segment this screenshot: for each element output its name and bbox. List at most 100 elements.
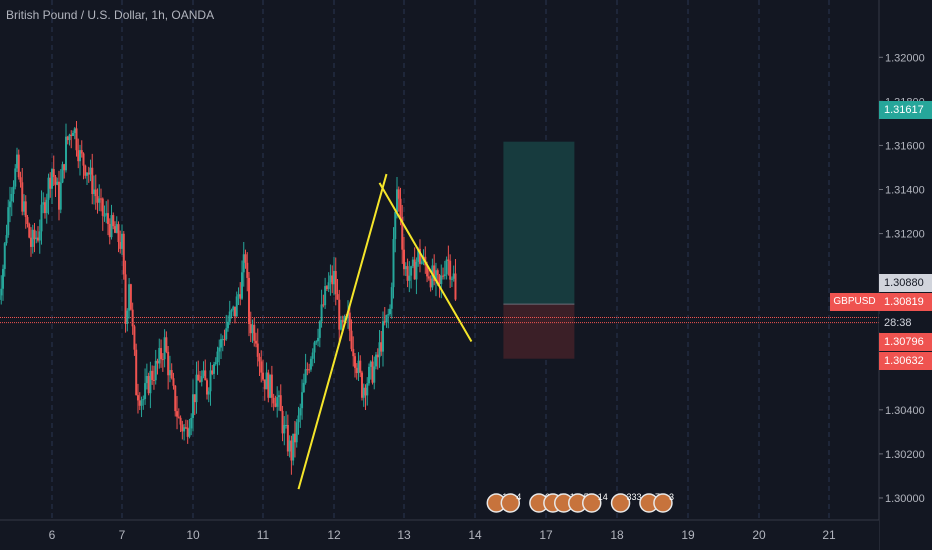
candle-body xyxy=(142,399,145,401)
trendline xyxy=(297,173,388,490)
candle-body xyxy=(128,284,131,311)
candle-body xyxy=(429,278,432,288)
candle-body xyxy=(47,177,50,200)
candle-body xyxy=(21,182,24,212)
time-tick-label: 6 xyxy=(49,528,56,542)
candle-body xyxy=(168,370,171,376)
candle-body xyxy=(161,359,164,361)
candle-body xyxy=(156,360,159,364)
candle-body xyxy=(38,231,41,241)
candle-body xyxy=(431,265,434,288)
candle-body xyxy=(79,150,81,162)
candle-body xyxy=(450,278,453,280)
candle-body xyxy=(408,275,411,281)
target-zone xyxy=(503,141,575,305)
candle-body xyxy=(248,277,250,324)
candle-body xyxy=(417,248,420,262)
time-tick-label: 14 xyxy=(468,528,482,542)
candle-body xyxy=(325,286,328,290)
candle-body xyxy=(262,372,264,380)
candle-body xyxy=(73,128,76,133)
candle-body xyxy=(181,424,184,432)
candle-body xyxy=(232,306,235,311)
time-tick-label: 12 xyxy=(327,528,341,542)
candle-body xyxy=(24,201,27,218)
candle-body xyxy=(147,376,150,394)
candle-body xyxy=(195,374,198,403)
candle-body xyxy=(100,198,102,200)
candle-body xyxy=(86,172,88,176)
time-tick-label: 18 xyxy=(610,528,624,542)
candle-body xyxy=(174,385,177,412)
candle-body xyxy=(167,351,170,376)
candle-body xyxy=(30,237,32,247)
candle-body xyxy=(51,169,53,189)
event-flag-icon xyxy=(582,493,602,513)
candle-body xyxy=(200,376,203,382)
candle-body xyxy=(263,379,266,390)
candle-body xyxy=(385,314,388,323)
candle-body xyxy=(103,215,106,217)
candle-body xyxy=(420,261,423,264)
candle-body xyxy=(211,370,214,374)
candle-body xyxy=(9,201,11,208)
symbol-badge: GBPUSD xyxy=(830,293,879,311)
candle-body xyxy=(172,378,175,386)
candle-body xyxy=(221,339,224,341)
candle-body xyxy=(404,266,407,270)
candle-body xyxy=(66,136,69,141)
price-tick-label: 1.30200 xyxy=(885,449,925,461)
candle-body xyxy=(269,374,272,398)
candle-body xyxy=(223,339,226,341)
candle-body xyxy=(239,294,242,299)
candle-body xyxy=(447,259,450,261)
candle-body xyxy=(234,306,236,317)
candle-body xyxy=(2,268,4,289)
candle-body xyxy=(170,370,173,379)
candle-body xyxy=(403,249,405,270)
candle-body xyxy=(394,211,397,240)
candle-body xyxy=(390,287,393,309)
economic-event-marker[interactable]: 3 xyxy=(653,492,674,513)
candle-body xyxy=(322,304,325,306)
candle-body xyxy=(440,275,443,285)
candle-body xyxy=(197,374,200,381)
candle-body xyxy=(183,427,186,432)
candle-body xyxy=(82,153,85,166)
candle-body xyxy=(452,273,455,279)
candle-body xyxy=(218,347,221,352)
price-tick-label: 1.31400 xyxy=(885,184,925,196)
candle-body xyxy=(364,387,367,396)
candle-body xyxy=(392,239,395,288)
candle-body xyxy=(373,366,376,383)
candle-body xyxy=(256,343,259,357)
economic-event-marker[interactable]: 14 xyxy=(582,492,608,513)
candle-body xyxy=(228,311,231,322)
candle-body xyxy=(37,237,39,241)
candle-body xyxy=(165,337,168,352)
candle-body xyxy=(341,319,344,323)
candle-body xyxy=(235,296,238,317)
candle-body xyxy=(251,324,254,334)
candle-body xyxy=(87,172,90,175)
candle-body xyxy=(63,164,66,171)
candle-body xyxy=(129,284,132,310)
candle-body xyxy=(246,262,249,278)
candle-body xyxy=(387,314,390,316)
candle-body xyxy=(380,342,383,352)
candle-body xyxy=(89,167,92,175)
economic-event-marker[interactable]: 4 xyxy=(500,492,521,513)
candle-body xyxy=(270,374,273,398)
candle-body xyxy=(355,367,358,374)
candle-body xyxy=(304,369,307,383)
candle-body xyxy=(0,295,1,300)
candle-body xyxy=(16,154,18,169)
economic-event-marker[interactable]: 333 xyxy=(610,492,642,513)
candle-body xyxy=(292,433,295,461)
candle-body xyxy=(378,342,381,358)
candle-body xyxy=(58,181,60,210)
candle-body xyxy=(442,275,445,277)
candle-body xyxy=(401,217,404,250)
candle-body xyxy=(144,383,147,400)
